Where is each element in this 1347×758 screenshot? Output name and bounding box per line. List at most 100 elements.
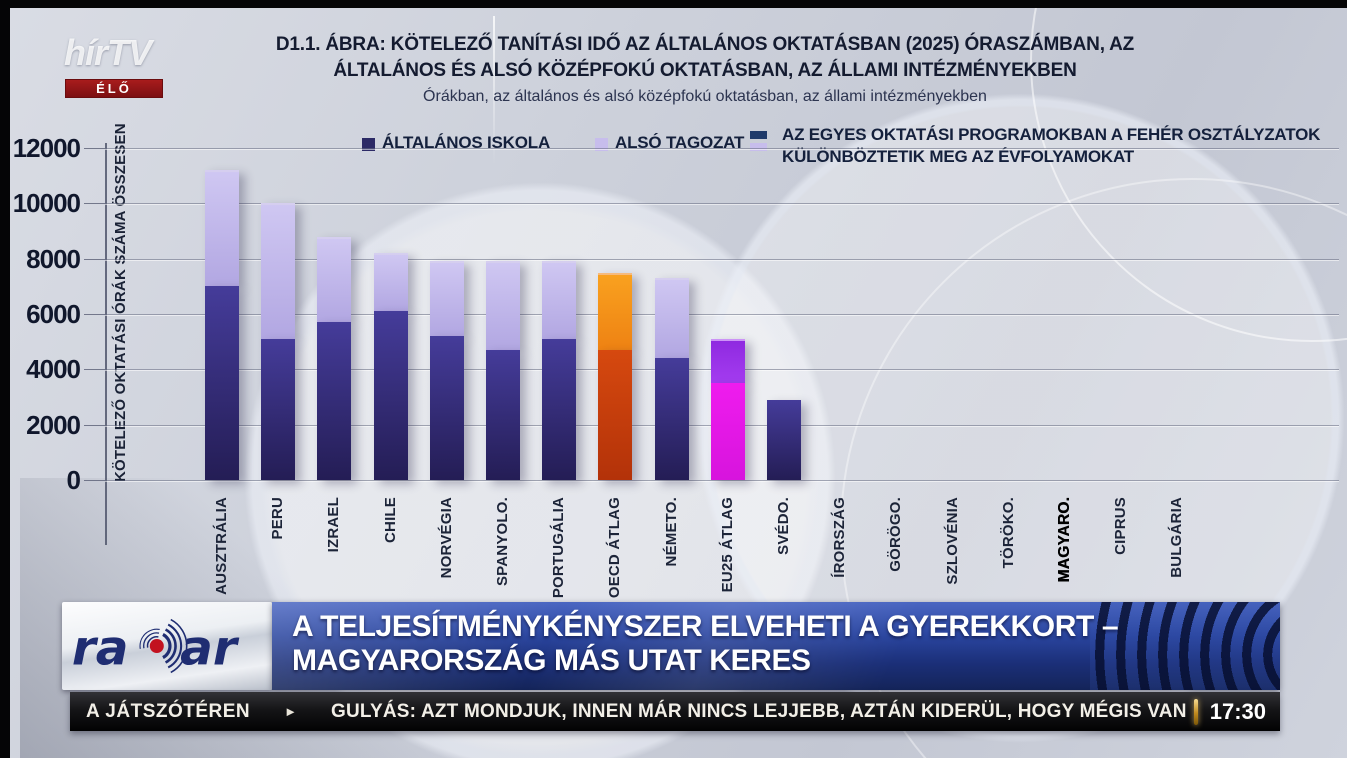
bar-segment-upper-norv-gia: [429, 261, 464, 337]
legend-label-also-tagozat: ALSÓ TAGOZAT: [615, 133, 745, 152]
headline-banner: A TELJESÍTMÉNYKÉNYSZER ELVEHETI A GYEREK…: [272, 602, 1280, 690]
gridline-0: [105, 480, 1339, 481]
legend-swatch-also-tagozat: [595, 138, 608, 151]
x-axis-label-magyaro-: MAGYARO.: [1056, 497, 1073, 583]
bar-segment-lower-ausztr-lia: [205, 286, 239, 480]
frame-top-border: [0, 0, 1347, 8]
x-axis-label-sv-do-: SVÉDO.: [775, 497, 792, 555]
bar-segment-lower-n-meto-: [654, 358, 689, 480]
radar-logo-panel: ra ar: [62, 602, 272, 690]
bar-segment-lower-izrael: [317, 322, 352, 480]
legend-swatch-stacked-light: [750, 143, 767, 151]
headline-line2: MAGYARORSZÁG MÁS UTAT KERES: [292, 644, 811, 677]
background-streak: [493, 16, 495, 166]
y-axis-line: [105, 143, 107, 545]
x-axis-label-chile: CHILE: [381, 497, 399, 543]
x-axis-label-ausztr-lia: AUSZTRÁLIA: [213, 497, 230, 595]
y-tick-label-6000: 6000: [26, 299, 81, 329]
bar-segment-upper-peru: [261, 203, 296, 339]
radar-logo-text-right: ar: [180, 621, 240, 677]
bar-segment-upper-eu25-tlag: [710, 338, 745, 384]
gridline-highlight-6000: [105, 315, 1339, 316]
bar-segment-upper-portug-lia: [542, 261, 577, 339]
gridline-highlight-10000: [105, 204, 1339, 206]
y-tick-2000: [84, 424, 105, 426]
channel-logo: hírTV: [64, 32, 152, 73]
legend-swatch-altalanos-iskola: [362, 138, 375, 151]
headline-line1: A TELJESÍTMÉNYKÉNYSZER ELVEHETI A GYEREK…: [292, 610, 1119, 643]
clock: 17:30: [1209, 698, 1266, 724]
y-tick-4000: [84, 369, 105, 371]
x-axis-label-oecd-tlag: OECD ÁTLAG: [606, 497, 624, 599]
y-tick-label-12000: 12000: [12, 133, 81, 163]
x-axis-label-peru: PERU: [269, 497, 287, 540]
radar-arc-small: [143, 632, 160, 649]
y-tick-12000: [84, 148, 105, 149]
ticker-arrow-icon: ►: [284, 704, 298, 719]
y-tick-label-4000: 4000: [26, 354, 81, 385]
frame-left-border: [0, 0, 10, 758]
gridline-8000: [105, 258, 1339, 260]
chart-title-block: D1.1. ÁBRA: KÖTELEZŐ TANÍTÁSI IDŐ AZ ÁLT…: [165, 32, 1245, 106]
radar-arc: [170, 618, 188, 674]
bar-segment-lower-sv-do-: [767, 399, 801, 480]
legend-label-programs-line1: AZ EGYES OKTATÁSI PROGRAMOKBAN A FEHÉR O…: [782, 125, 1321, 144]
legend-swatch-stacked: [750, 131, 767, 152]
bar-segment-lower-spanyolo-: [486, 349, 520, 480]
banner-sheen: [272, 602, 1280, 690]
legend-label-altalanos-iskola: ÁLTALÁNOS ISKOLA: [382, 133, 551, 152]
gridline-highlight-8000: [105, 259, 1339, 261]
chart-title-line1: D1.1. ÁBRA: KÖTELEZŐ TANÍTÁSI IDŐ AZ ÁLT…: [275, 34, 1135, 55]
chart-subtitle: Órákban, az általános és alsó középfokú …: [423, 88, 987, 105]
banner-arc-decoration: [1090, 602, 1280, 690]
legend-label-programs: AZ EGYES OKTATÁSI PROGRAMOKBAN A FEHÉR O…: [782, 124, 1320, 168]
x-axis-label-szlov-nia: SZLOVÉNIA: [943, 497, 961, 585]
news-ticker: A JÁTSZÓTÉREN ► GULYÁS: AZT MONDJUK, INN…: [70, 692, 1280, 731]
radar-arc: [167, 623, 183, 669]
bar-segment-upper-ausztr-lia: [205, 170, 239, 287]
ticker-text: GULYÁS: AZT MONDJUK, INNEN MÁR NINCS LEJ…: [331, 700, 1187, 722]
radar-logo: ra ar: [72, 618, 240, 677]
radar-arc: [164, 628, 177, 664]
radar-arc: [162, 633, 172, 659]
bar-segment-lower-portug-lia: [542, 338, 577, 480]
y-tick-label-8000: 8000: [26, 243, 81, 274]
x-axis-label-portug-lia: PORTUGÁLIA: [550, 497, 568, 599]
bar-segment-lower-oecd-tlag: [598, 349, 633, 480]
x-axis-label-norv-gia: NORVÉGIA: [437, 497, 455, 579]
radar-arc-small: [146, 636, 159, 648]
bar-segment-lower-eu25-tlag: [710, 383, 745, 480]
live-badge: ÉLŐ: [65, 79, 163, 98]
y-tick-label-10000: 10000: [12, 188, 81, 219]
gridline-highlight-0: [105, 481, 1339, 482]
bar-segment-lower-peru: [261, 338, 296, 480]
y-axis-title: KÖTELEZŐ OKTATÁSI ÓRÁK SZÁMA ÖSSZESEN: [112, 123, 129, 482]
gridline-10000: [105, 203, 1339, 205]
headline-text: A TELJESÍTMÉNYKÉNYSZER ELVEHETI A GYEREK…: [292, 610, 1119, 678]
y-tick-label-2000: 2000: [26, 409, 81, 440]
radar-arc-small: [139, 628, 160, 649]
x-axis-label-izrael: IZRAEL: [325, 497, 343, 553]
y-tick-0: [84, 480, 105, 481]
bar-segment-upper-chile: [373, 253, 408, 312]
x-axis-label-g-r-go-: GÖRÖGO.: [887, 497, 905, 572]
x-axis-label-t-r-ko-: TÖRÖKO.: [999, 497, 1017, 569]
bar-segment-lower-norv-gia: [429, 336, 464, 480]
legend-label-programs-line2: KÜLÖNBÖZTETIK MEG AZ ÉVFOLYAMOKAT: [782, 147, 1134, 166]
bar-segment-lower-chile: [373, 311, 408, 480]
x-axis-label-spanyolo-: SPANYOLO.: [494, 497, 511, 587]
x-axis-label--rorsz-g: ÍRORSZÁG: [831, 497, 849, 578]
bar-segment-upper-oecd-tlag: [598, 272, 633, 350]
gridline-highlight-12000: [105, 149, 1339, 150]
ticker-gold-divider: [1193, 698, 1198, 725]
y-tick-10000: [84, 203, 105, 205]
legend-swatch-stacked-dark: [750, 131, 767, 139]
x-axis-label-ciprus: CIPRUS: [1112, 497, 1130, 555]
x-axis-label-bulg-ria: BULGÁRIA: [1168, 497, 1186, 578]
y-tick-label-0: 0: [66, 465, 81, 495]
y-tick-6000: [84, 314, 105, 315]
ticker-topic: A JÁTSZÓTÉREN: [86, 700, 251, 722]
bar-segment-upper-izrael: [317, 236, 352, 323]
radar-logo-text-left: ra: [72, 621, 129, 677]
